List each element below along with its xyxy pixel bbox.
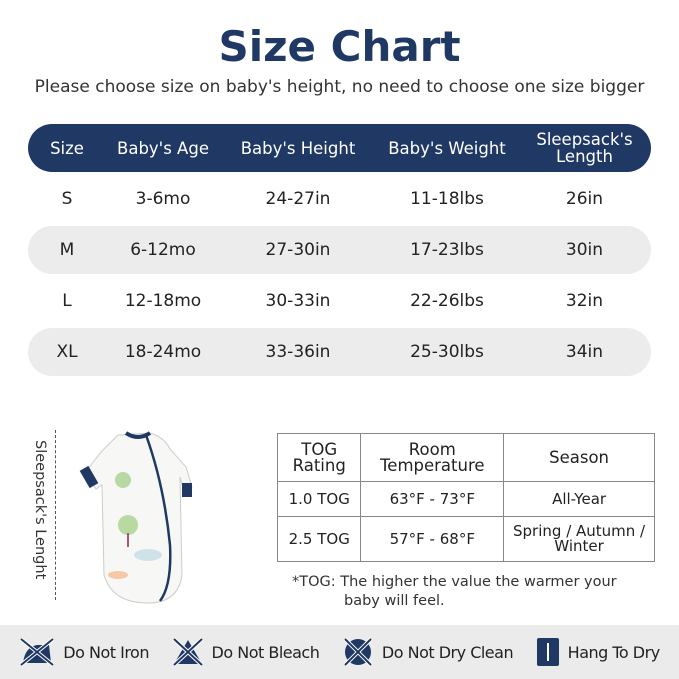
- size-cell: 32in: [565, 291, 604, 311]
- header-cell: Baby's Weight: [388, 138, 506, 158]
- tog-header-cell: Season: [503, 433, 655, 482]
- tog-header-cell: Room Temperature: [360, 433, 505, 482]
- care-item: Do Not Iron: [19, 637, 149, 667]
- size-cell: 30-33in: [265, 291, 331, 311]
- note-line: baby will feel.: [344, 593, 445, 609]
- care-item: Hang To Dry: [536, 637, 660, 667]
- size-cell: 17-23lbs: [410, 240, 484, 260]
- size-cell: 30in: [565, 240, 604, 260]
- tog-cell: All-Year: [503, 481, 655, 517]
- length-arrow: [55, 430, 57, 600]
- tog-note: *TOG: The higher the value the warmer yo…: [292, 573, 617, 611]
- no-bleach-icon: [172, 637, 203, 667]
- size-cell: 33-36in: [265, 342, 331, 362]
- tog-cell: 1.0 TOG: [276, 481, 362, 517]
- size-cell: XL: [56, 342, 78, 362]
- sleepsack-image: [79, 431, 193, 604]
- tog-cell: 63°F - 73°F: [360, 481, 505, 517]
- no-dry-clean-icon: [343, 637, 373, 667]
- size-cell: L: [62, 291, 72, 311]
- tog-header-cell: TOG Rating: [276, 433, 362, 482]
- hang-dry-icon: [536, 638, 559, 666]
- no-iron-icon: [20, 637, 55, 667]
- size-table-header: Size Baby's Age Baby's Height Baby's Wei…: [28, 124, 651, 172]
- size-row: XL 18-24mo 33-36in 25-30lbs 34in: [28, 328, 651, 376]
- size-cell: 11-18lbs: [410, 189, 484, 209]
- size-row: M 6-12mo 27-30in 17-23lbs 30in: [28, 226, 651, 274]
- length-label: Sleepsack's Lenght: [32, 440, 48, 580]
- care-item: Do Not Dry Clean: [342, 636, 514, 668]
- size-cell: 25-30lbs: [410, 342, 484, 362]
- subtitle: Please choose size on baby's height, no …: [34, 77, 645, 97]
- care-label: Do Not Iron: [63, 642, 149, 662]
- size-cell: 3-6mo: [135, 189, 191, 209]
- header-cell: Baby's Height: [240, 138, 356, 158]
- care-label: Do Not Dry Clean: [381, 642, 514, 662]
- size-row: S 3-6mo 24-27in 11-18lbs 26in: [28, 175, 651, 223]
- size-cell: S: [61, 189, 73, 209]
- size-cell: 24-27in: [265, 189, 331, 209]
- tog-cell: Spring / Autumn / Winter: [503, 516, 655, 562]
- size-cell: 12-18mo: [124, 291, 202, 311]
- header-cell: Sleepsack's Length: [536, 130, 633, 166]
- size-row: L 12-18mo 30-33in 22-26lbs 32in: [28, 277, 651, 325]
- tog-cell: 2.5 TOG: [276, 516, 362, 562]
- care-instructions: Do Not Iron Do Not Bleach Do Not Dry Cle…: [0, 625, 679, 679]
- care-item: Do Not Bleach: [172, 637, 320, 667]
- size-cell: 18-24mo: [124, 342, 202, 362]
- size-cell: 26in: [565, 189, 604, 209]
- size-table: Size Baby's Age Baby's Height Baby's Wei…: [28, 124, 651, 379]
- page-title: Size Chart: [218, 22, 461, 71]
- header-cell: Baby's Age: [117, 138, 209, 158]
- header-cell: Size: [50, 138, 84, 158]
- size-cell: M: [59, 240, 75, 260]
- size-cell: 34in: [565, 342, 604, 362]
- care-label: Hang To Dry: [567, 642, 661, 662]
- size-cell: 22-26lbs: [410, 291, 484, 311]
- size-cell: 6-12mo: [130, 240, 196, 260]
- note-line: *TOG: The higher the value the warmer yo…: [292, 574, 617, 590]
- tog-table: TOG Rating Room Temperature Season 1.0 T…: [276, 433, 655, 562]
- size-cell: 27-30in: [265, 240, 331, 260]
- tog-cell: 57°F - 68°F: [360, 516, 505, 562]
- care-label: Do Not Bleach: [211, 642, 320, 662]
